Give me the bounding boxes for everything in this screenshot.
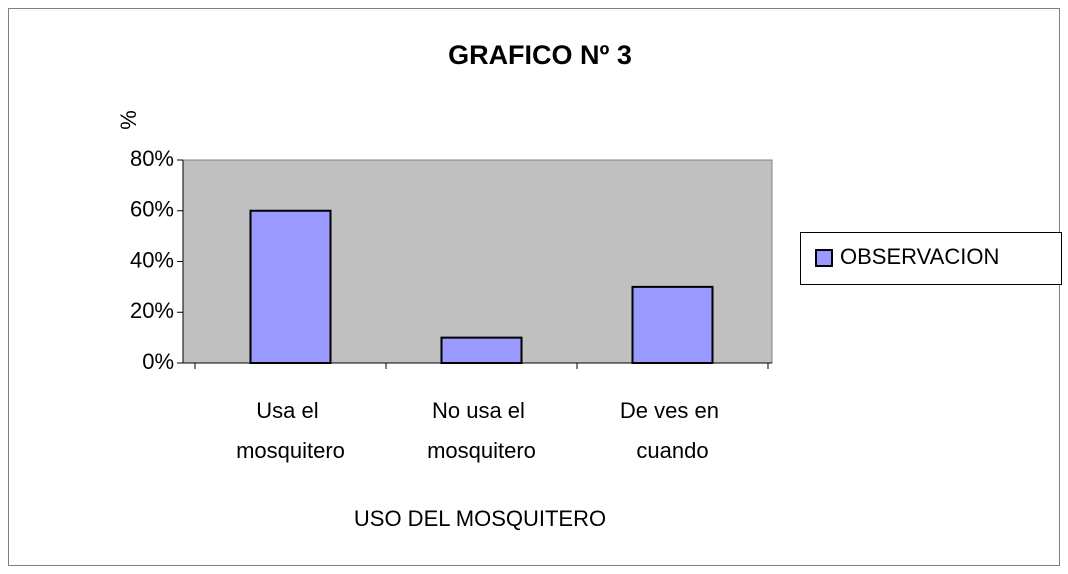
x-tick-label: Usa el mosquitero [236,398,345,463]
y-tick-label: 60% [130,197,174,222]
y-tick-label: 80% [130,146,174,171]
bar [249,209,332,364]
legend-swatch [815,249,833,267]
y-tick-label: 20% [130,298,174,323]
bar [631,285,714,364]
y-tick-label: 40% [130,247,174,272]
x-tick-label: De ves en cuando [620,398,725,463]
x-tick-label: No usa el mosquitero [427,398,536,463]
bar [440,336,523,364]
y-tick-label: 0% [142,349,174,374]
legend-label: OBSERVACION [840,244,999,269]
legend-box [800,232,1062,285]
chart-title: GRAFICO Nº 3 [448,40,632,70]
x-axis-label: USO DEL MOSQUITERO [354,506,606,531]
y-axis-label: % [116,110,141,130]
